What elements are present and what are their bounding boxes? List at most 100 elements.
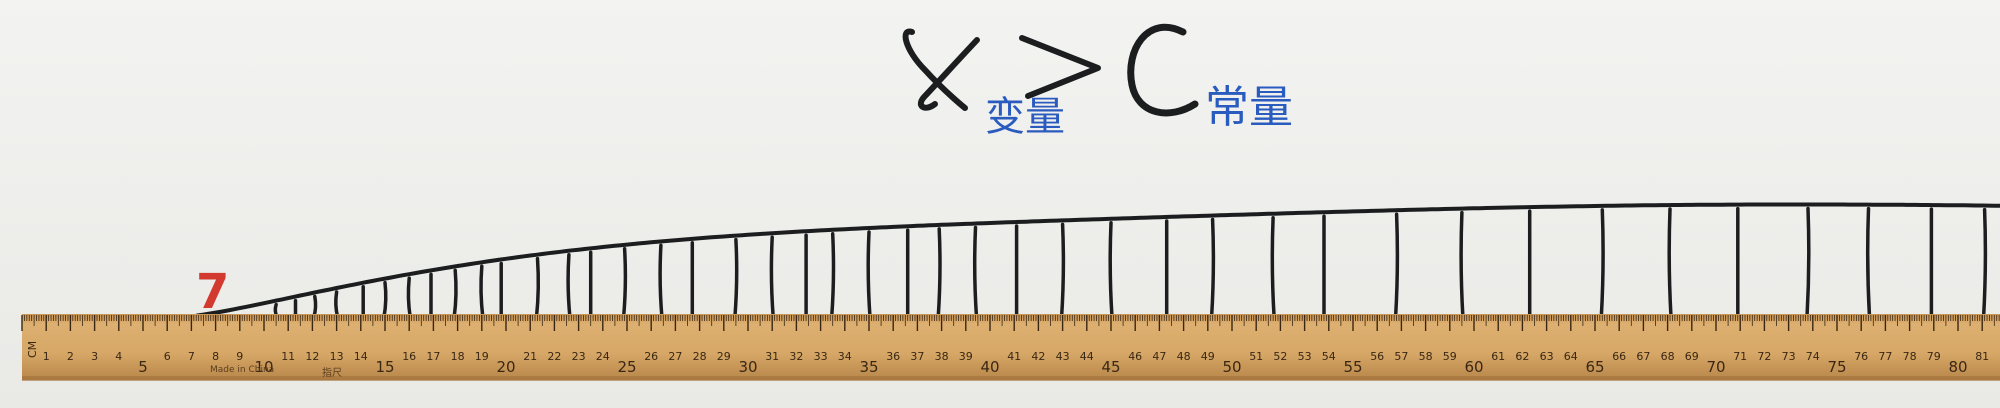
ruler-imprint-chinese: 指尺: [322, 366, 342, 379]
ruler-number: 67: [1636, 350, 1650, 363]
ruler-number: 61: [1491, 350, 1505, 363]
vertical-stroke: [406, 276, 412, 319]
ruler-number: 57: [1394, 350, 1408, 363]
ruler-number: 13: [330, 350, 344, 363]
vertical-stroke: [1459, 210, 1465, 319]
ruler-number: 11: [281, 350, 295, 363]
ruler-number: 32: [789, 350, 803, 363]
ruler-number: 31: [765, 350, 779, 363]
ruler-number: 51: [1249, 350, 1263, 363]
ruler-number: 9: [236, 350, 243, 363]
ruler-number: 21: [523, 350, 537, 363]
ruler-number: 29: [717, 350, 731, 363]
ruler-number: 12: [305, 350, 319, 363]
ruler-number: 17: [426, 350, 440, 363]
ruler-number: 16: [402, 350, 416, 363]
vertical-stroke: [1393, 212, 1400, 319]
ruler-number: 63: [1540, 350, 1554, 363]
vertical-stroke: [936, 227, 942, 319]
ruler-number: 8: [212, 350, 219, 363]
ruler-number: 80: [1948, 358, 1967, 376]
ruler-number: 74: [1806, 350, 1820, 363]
ruler-body: [22, 314, 2000, 380]
ruler-number: 26: [644, 350, 658, 363]
ruler-number: 50: [1222, 358, 1241, 376]
ruler-imprint-brand: Made in China: [210, 365, 274, 375]
vertical-stroke: [382, 280, 388, 319]
vertical-stroke: [1108, 221, 1114, 319]
ruler-number: 3: [91, 350, 98, 363]
vertical-stroke: [534, 256, 541, 319]
ruler-number: 20: [496, 358, 515, 376]
ruler-number: 24: [596, 350, 610, 363]
ruler-number: 1: [43, 350, 50, 363]
vertical-stroke: [866, 230, 872, 319]
ruler-number: 45: [1101, 358, 1120, 376]
ruler-number: 47: [1152, 350, 1166, 363]
ruler-number: 46: [1128, 350, 1142, 363]
vertical-stroke: [1981, 207, 1988, 319]
ruler-number: 43: [1056, 350, 1070, 363]
ruler-number: 37: [910, 350, 924, 363]
ruler-number: 81: [1975, 350, 1989, 363]
ruler-number: 33: [814, 350, 828, 363]
ruler-number: 54: [1322, 350, 1336, 363]
ruler-number: 44: [1080, 350, 1094, 363]
ruler-number: 73: [1782, 350, 1796, 363]
ruler-number: 62: [1515, 350, 1529, 363]
ruler-number: 58: [1419, 350, 1433, 363]
ruler-number: 59: [1443, 350, 1457, 363]
ruler-number: 55: [1343, 358, 1362, 376]
ruler-number: 71: [1733, 350, 1747, 363]
ruler-number: 15: [375, 358, 394, 376]
variable-x-glyph: [902, 28, 980, 111]
envelope-curve: [189, 202, 2000, 320]
vertical-stroke: [1209, 217, 1216, 319]
ruler-number: 5: [138, 358, 148, 376]
vertical-stroke: [658, 243, 664, 319]
ruler-number: 53: [1298, 350, 1312, 363]
ruler-number: 70: [1706, 358, 1725, 376]
ruler-number: 40: [980, 358, 999, 376]
ruler-number: 72: [1757, 350, 1771, 363]
ruler-number: 27: [668, 350, 682, 363]
ruler-number: 28: [693, 350, 707, 363]
greater-than-glyph: [1019, 35, 1101, 99]
ruler-number: 42: [1031, 350, 1045, 363]
vertical-stroke: [733, 237, 739, 319]
vertical-stroke: [621, 247, 628, 319]
ruler-number: 49: [1201, 350, 1215, 363]
ruler-number: 34: [838, 350, 852, 363]
vertical-stroke: [972, 225, 979, 319]
ruler-number: 66: [1612, 350, 1626, 363]
vertical-stroke: [1865, 206, 1872, 319]
ruler-number: 39: [959, 350, 973, 363]
constant-c-glyph: [1127, 23, 1199, 117]
vertical-stroke: [1270, 215, 1276, 319]
ruler-number: 78: [1903, 350, 1917, 363]
ruler-number: 41: [1007, 350, 1021, 363]
ruler-number: 6: [164, 350, 171, 363]
ruler-number: 10: [254, 358, 273, 376]
variable-subscript: 变量: [985, 94, 1065, 140]
ruler-unit-label: CM: [26, 341, 39, 358]
ruler-number: 23: [572, 350, 586, 363]
ruler-number: 2: [67, 350, 74, 363]
ruler-number: 35: [859, 358, 878, 376]
ruler-number: 18: [451, 350, 465, 363]
vertical-stroke: [1667, 207, 1673, 319]
ruler-number: 65: [1585, 358, 1604, 376]
ruler-number: 4: [115, 350, 122, 363]
ruler-number: 25: [617, 358, 636, 376]
vertical-stroke: [566, 253, 572, 319]
ruler-number: 52: [1273, 350, 1287, 363]
ruler-number: 77: [1878, 350, 1892, 363]
vertical-stroke: [1059, 222, 1066, 319]
vertical-stroke: [334, 290, 340, 319]
ruler-number: 64: [1564, 350, 1578, 363]
ruler-number: 76: [1854, 350, 1868, 363]
ruler-number: 36: [886, 350, 900, 363]
formula: x 变量 > C 常量: [902, 23, 1293, 140]
